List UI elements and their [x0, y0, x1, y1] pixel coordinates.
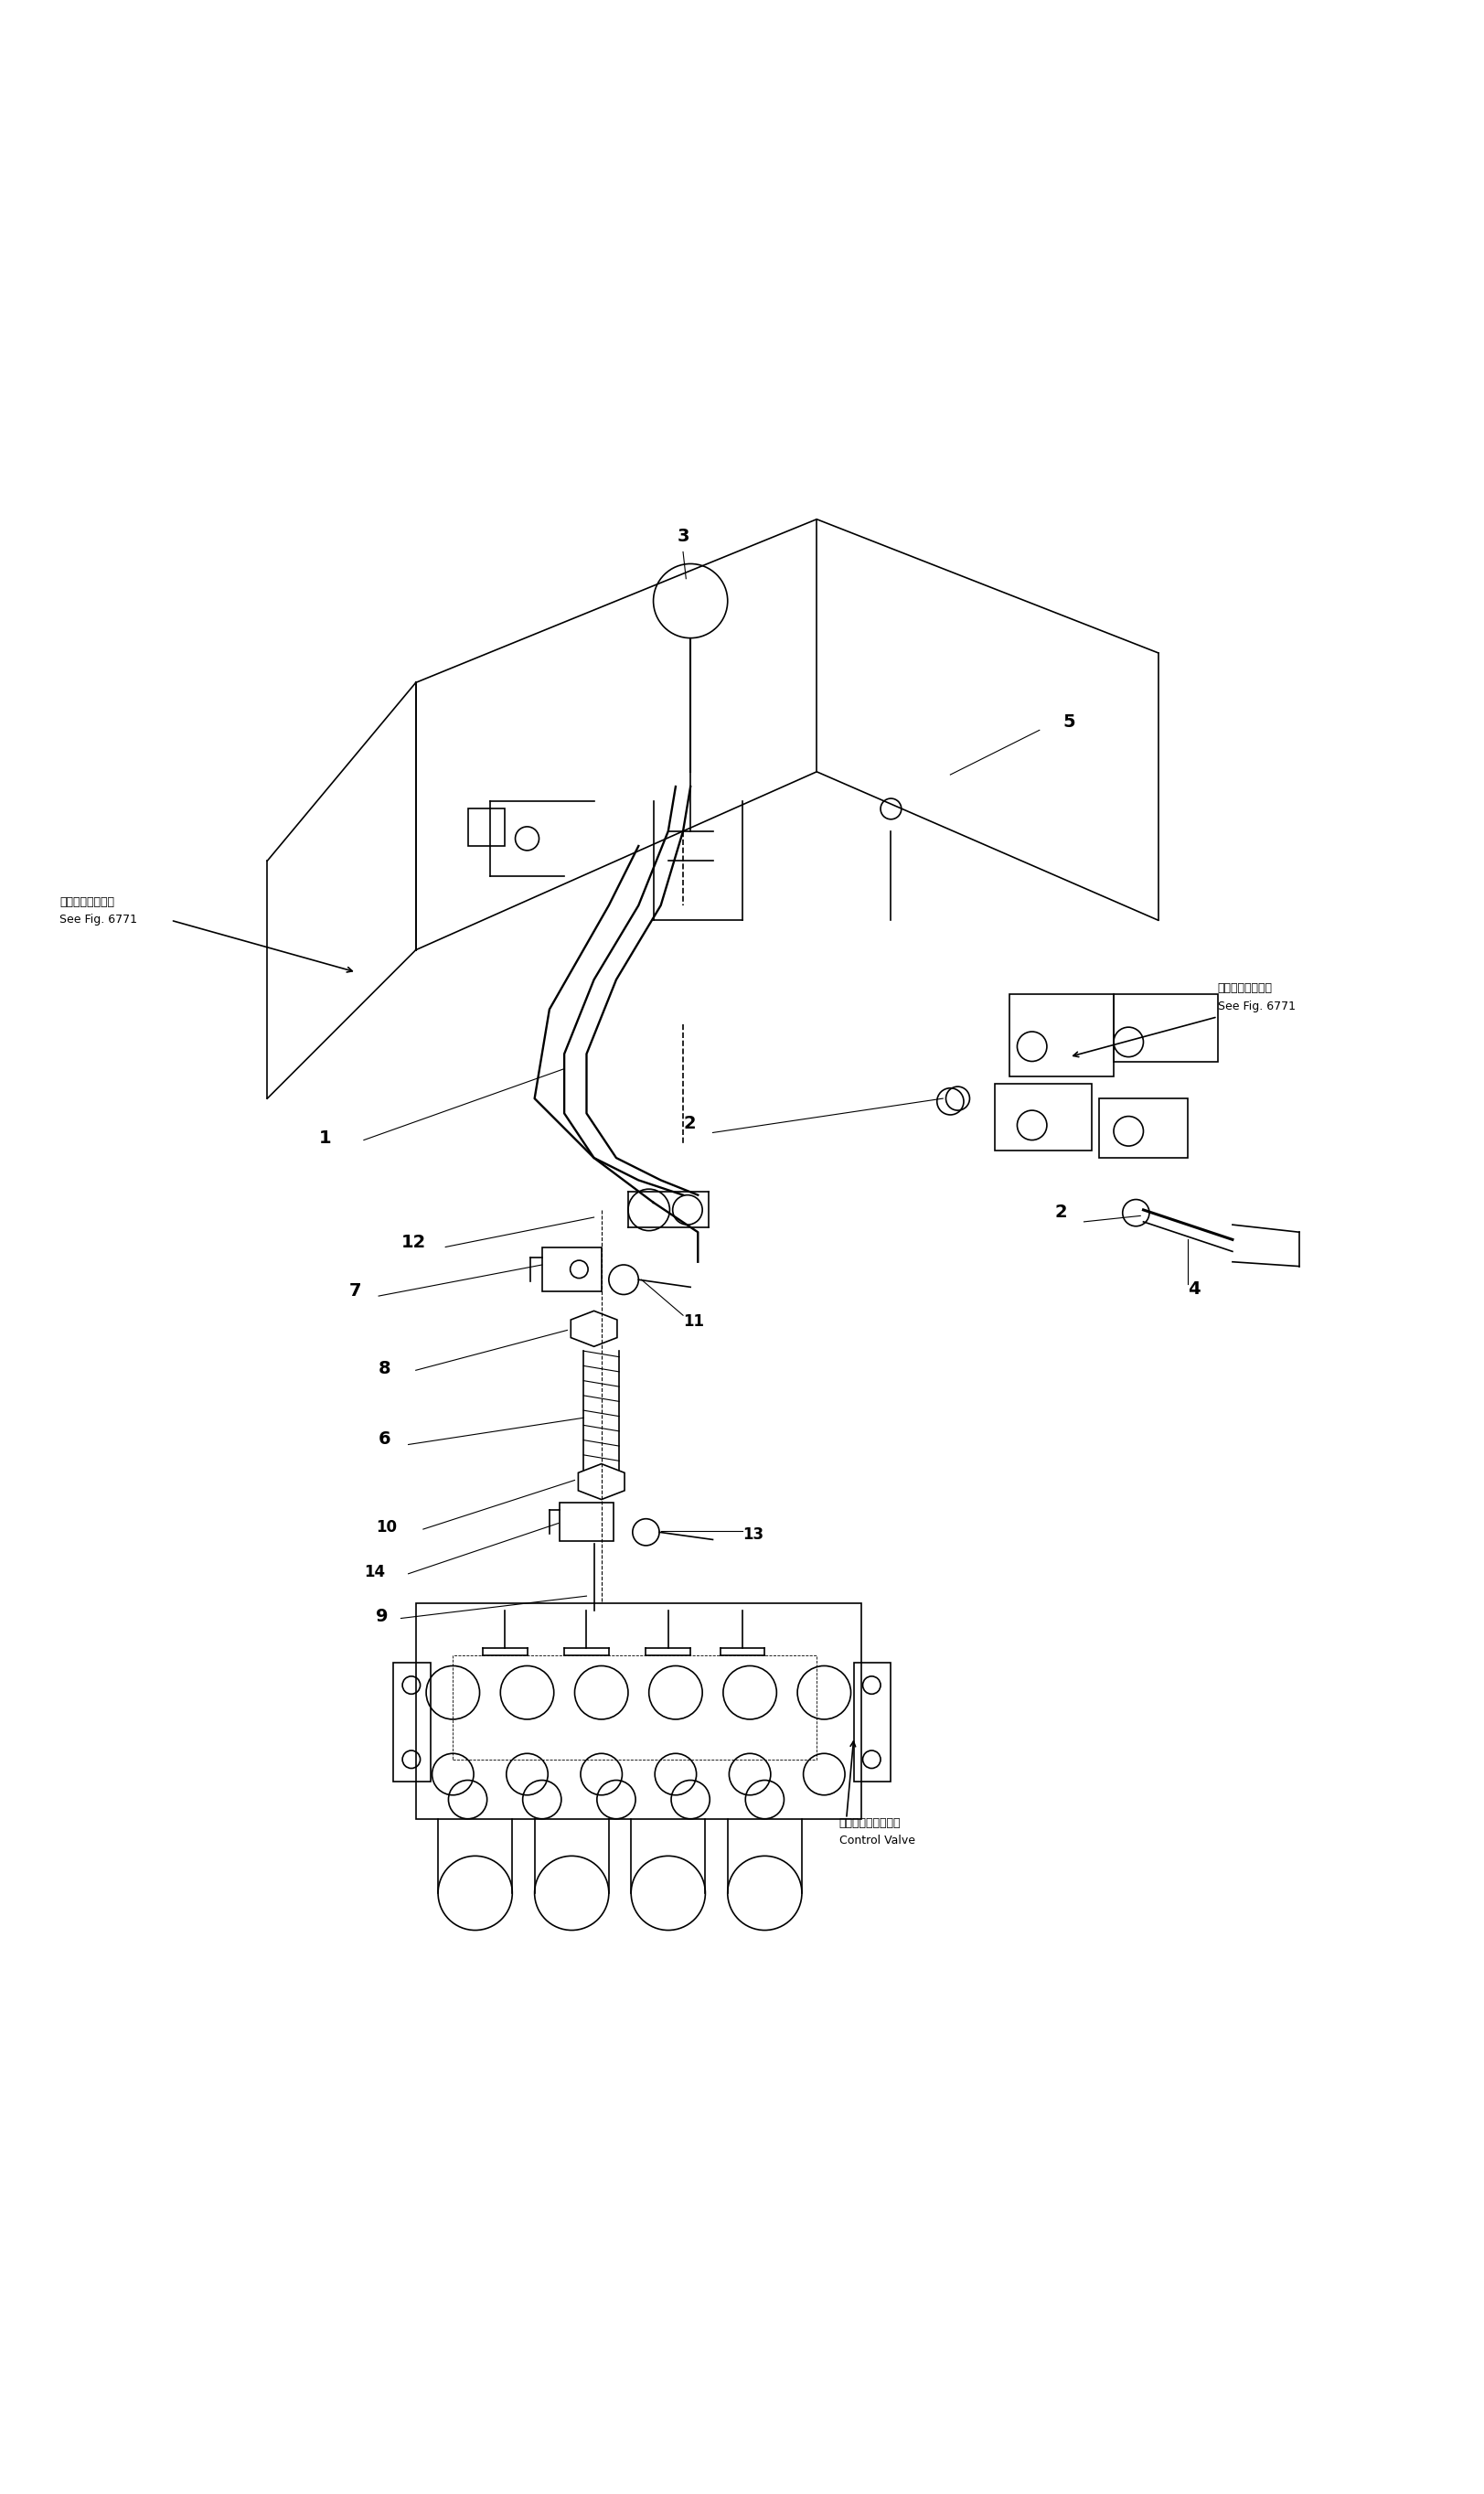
- Text: 9: 9: [375, 1609, 387, 1626]
- Text: 12: 12: [401, 1232, 426, 1249]
- Text: 第６７７１図参照: 第６７７１図参照: [1217, 983, 1272, 995]
- Text: See Fig. 6771: See Fig. 6771: [1217, 1000, 1294, 1013]
- Text: See Fig. 6771: See Fig. 6771: [59, 915, 137, 925]
- Text: 2: 2: [1054, 1205, 1066, 1222]
- Bar: [453, 1656, 816, 1758]
- Bar: [1009, 995, 1113, 1077]
- Bar: [1098, 1097, 1187, 1157]
- Bar: [994, 1082, 1091, 1150]
- Text: コントロールバルブ: コントロールバルブ: [838, 1818, 901, 1828]
- Text: 7: 7: [349, 1282, 361, 1299]
- Text: 11: 11: [683, 1312, 703, 1329]
- Text: 4: 4: [1187, 1282, 1199, 1299]
- Text: 3: 3: [677, 529, 689, 546]
- Text: 13: 13: [742, 1526, 763, 1544]
- Bar: [393, 1663, 430, 1781]
- Text: 6: 6: [378, 1432, 390, 1449]
- Text: 14: 14: [364, 1564, 384, 1581]
- Text: 2: 2: [683, 1115, 695, 1132]
- Text: Control Valve: Control Valve: [838, 1836, 914, 1848]
- Bar: [853, 1663, 890, 1781]
- Text: 1: 1: [319, 1130, 331, 1147]
- Text: 10: 10: [375, 1519, 396, 1536]
- Text: 第６７７１図参照: 第６７７１図参照: [59, 895, 114, 908]
- Bar: [1113, 995, 1217, 1062]
- Text: 8: 8: [378, 1359, 390, 1377]
- Bar: [559, 1501, 613, 1541]
- Bar: [467, 808, 505, 845]
- Bar: [542, 1247, 601, 1292]
- Bar: [416, 1604, 861, 1818]
- Text: 5: 5: [1063, 713, 1074, 731]
